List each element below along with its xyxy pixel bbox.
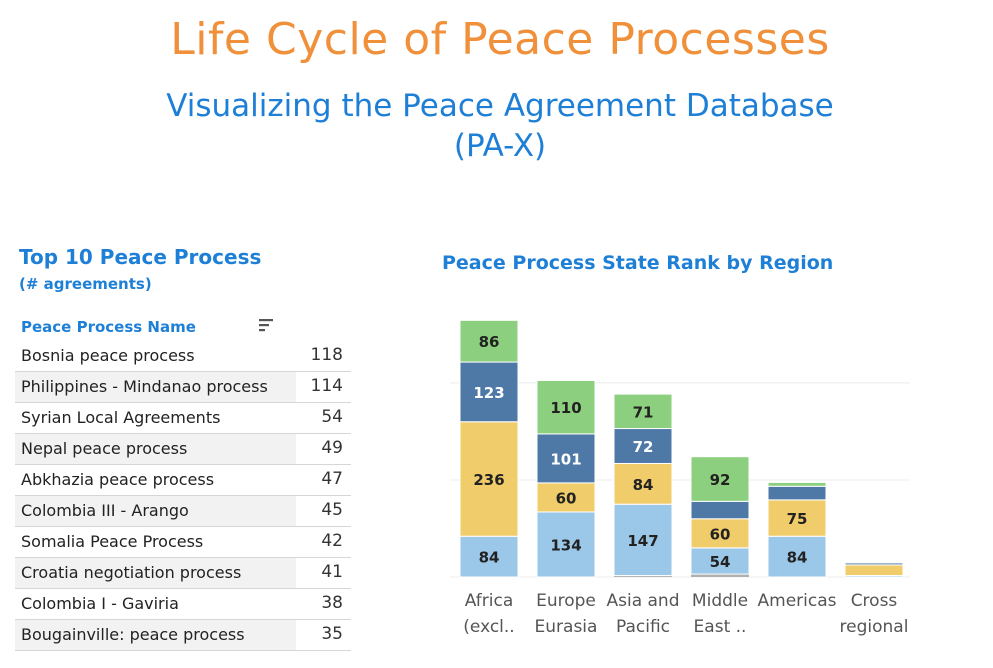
category-label: Eurasia — [535, 617, 598, 637]
agreement-count: 42 — [321, 531, 343, 551]
agreement-count: 35 — [321, 624, 343, 644]
bar-segment — [767, 481, 827, 487]
subtitle-line-2: (PA-X) — [453, 128, 547, 164]
table-subtitle: (# agreements) — [19, 275, 152, 293]
process-name: Abkhazia peace process — [21, 470, 215, 489]
process-name: Bougainville: peace process — [15, 620, 296, 650]
bar-segment — [844, 564, 904, 577]
page-title: Life Cycle of Peace Processes — [170, 14, 830, 65]
bar-segment — [536, 380, 596, 435]
chart-title: Peace Process State Rank by Region — [442, 252, 834, 274]
bar-segment — [613, 393, 673, 430]
table-row[interactable]: Bougainville: peace process 35 — [15, 620, 351, 651]
data-label: 75 — [787, 510, 808, 528]
category-label: regional — [840, 617, 909, 637]
agreement-count: 118 — [310, 345, 343, 365]
subtitle-line-1: Visualizing the Peace Agreement Database — [166, 88, 834, 124]
category-label: Middle — [692, 591, 748, 611]
process-name: Croatia negotiation process — [15, 558, 296, 588]
category-label: Africa — [465, 591, 514, 611]
agreement-count: 47 — [321, 469, 343, 489]
peace-process-table: Bosnia peace process 118 Philippines - Min… — [15, 341, 351, 651]
data-label: 60 — [710, 525, 731, 543]
data-label: 84 — [633, 476, 654, 494]
agreement-count: 41 — [321, 562, 343, 582]
agreement-count: 45 — [321, 500, 343, 520]
process-name: Colombia III - Arango — [15, 496, 296, 526]
bar-segment — [613, 503, 673, 577]
process-name: Somalia Peace Process — [21, 532, 204, 551]
data-label: 110 — [550, 399, 581, 417]
data-label: 101 — [550, 450, 581, 468]
table-row[interactable]: Colombia I - Gaviria 38 — [15, 589, 351, 620]
bar-segment — [691, 574, 749, 577]
category-label: Americas — [758, 591, 837, 611]
table-row[interactable]: Syrian Local Agreements 54 — [15, 403, 351, 434]
table-row[interactable]: Croatia negotiation process 41 — [15, 558, 351, 589]
bar-segment — [690, 547, 750, 575]
data-label: 134 — [550, 536, 581, 554]
bar-segment — [536, 511, 596, 578]
category-label: East .. — [694, 617, 747, 637]
bar-segment — [844, 562, 904, 566]
bar-segment — [614, 575, 672, 577]
category-label: Europe — [536, 591, 596, 611]
table-row[interactable]: Somalia Peace Process 42 — [15, 527, 351, 558]
category-label: Asia and — [606, 591, 679, 611]
bar-segment — [459, 361, 519, 423]
bar-segment — [690, 456, 750, 502]
process-name: Philippines - Mindanao process — [15, 372, 296, 402]
bar-segment — [690, 518, 750, 549]
page-subtitle: Visualizing the Peace Agreement Database… — [0, 86, 993, 166]
agreement-count: 114 — [310, 376, 343, 396]
category-label: Cross — [851, 591, 898, 611]
table-row[interactable]: Bosnia peace process 118 — [15, 341, 351, 372]
data-label: 92 — [710, 471, 731, 489]
sort-descending-icon[interactable] — [258, 317, 274, 333]
process-name: Bosnia peace process — [21, 346, 195, 365]
data-label: 60 — [556, 489, 577, 507]
table-row[interactable]: Abkhazia peace process 47 — [15, 465, 351, 496]
process-name: Nepal peace process — [15, 434, 296, 464]
process-name: Syrian Local Agreements — [21, 408, 221, 427]
data-label: 236 — [473, 471, 504, 489]
region-stacked-bar-chart: 84 236 123 86 Africa (excl.. 134 60 101 110 Europe… — [450, 319, 910, 637]
bar-segment — [459, 535, 519, 578]
agreement-count: 49 — [321, 438, 343, 458]
process-name: Colombia I - Gaviria — [21, 594, 179, 613]
bar-segment — [536, 433, 596, 484]
data-label: 54 — [710, 553, 731, 571]
table-title: Top 10 Peace Process — [19, 245, 262, 269]
bar-segment — [690, 500, 750, 520]
data-label: 71 — [633, 403, 654, 421]
bar-segment — [613, 462, 673, 505]
category-label: Pacific — [616, 617, 670, 637]
data-label: 123 — [473, 384, 504, 402]
table-row[interactable]: Nepal peace process 49 — [15, 434, 351, 465]
data-label: 84 — [787, 549, 808, 567]
data-label: 86 — [479, 333, 500, 351]
bar-segment — [459, 319, 519, 363]
agreement-count: 54 — [321, 407, 343, 427]
table-row[interactable]: Colombia III - Arango 45 — [15, 496, 351, 527]
data-label: 84 — [479, 549, 500, 567]
column-header-name[interactable]: Peace Process Name — [21, 318, 196, 336]
data-label: 72 — [633, 438, 654, 456]
table-row[interactable]: Philippines - Mindanao process 114 — [15, 372, 351, 403]
data-label: 147 — [627, 532, 658, 550]
bar-segment — [767, 485, 827, 501]
category-label: (excl.. — [463, 617, 514, 637]
bar-segment — [536, 482, 596, 513]
agreement-count: 38 — [321, 593, 343, 613]
